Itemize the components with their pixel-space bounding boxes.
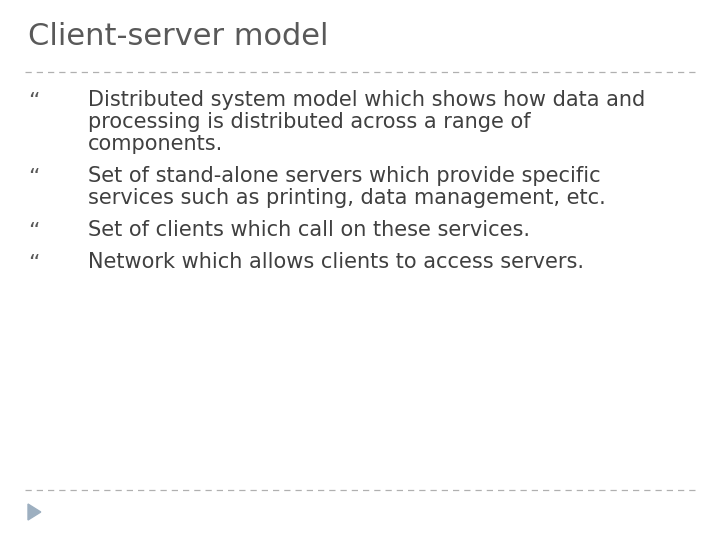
Polygon shape [28,504,41,520]
Text: “: “ [28,254,40,274]
Text: Client-server model: Client-server model [28,22,328,51]
Text: “: “ [28,222,40,242]
Text: “: “ [28,92,40,112]
Text: Set of clients which call on these services.: Set of clients which call on these servi… [88,220,530,240]
Text: “: “ [28,168,40,188]
Text: processing is distributed across a range of: processing is distributed across a range… [88,112,531,132]
Text: Set of stand-alone servers which provide specific: Set of stand-alone servers which provide… [88,166,600,186]
Text: Distributed system model which shows how data and: Distributed system model which shows how… [88,90,645,110]
Text: services such as printing, data management, etc.: services such as printing, data manageme… [88,188,606,208]
Text: Network which allows clients to access servers.: Network which allows clients to access s… [88,252,584,272]
Text: components.: components. [88,134,223,154]
